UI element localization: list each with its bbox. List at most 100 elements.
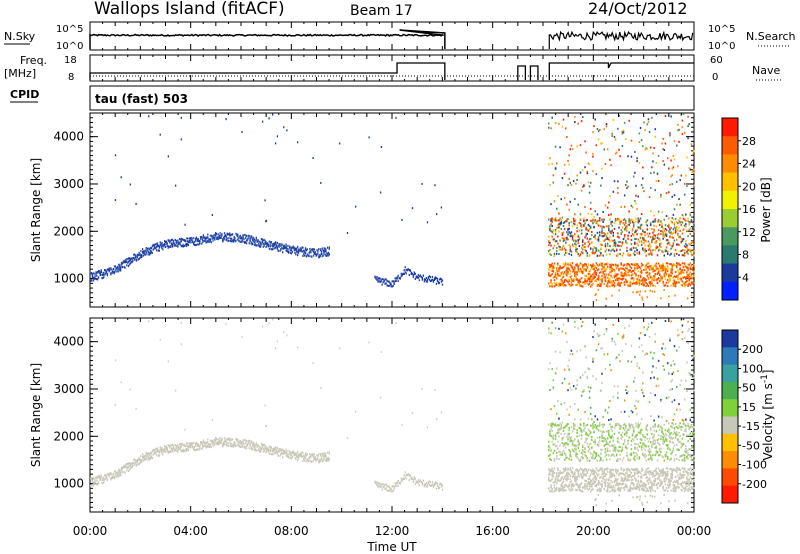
power-point-late: [390, 283, 392, 286]
velocity-point-night: [561, 441, 564, 444]
power-point-night: [560, 222, 562, 225]
velocity-point: [92, 477, 94, 480]
velocity-point: [267, 450, 270, 453]
power-point-night: [586, 232, 589, 235]
power-point-night: [689, 249, 692, 252]
power-point-night: [549, 268, 551, 271]
power-point-night: [629, 284, 632, 287]
velocity-point: [200, 447, 203, 450]
velocity-point-sparse: [339, 347, 341, 350]
velocity-point: [276, 451, 279, 454]
power-point-night: [604, 270, 607, 273]
power-point-night: [562, 240, 565, 243]
power-point-night: [551, 273, 553, 276]
power-point-night: [630, 282, 633, 285]
power-point-night: [606, 276, 609, 279]
power-point-night: [612, 240, 615, 243]
velocity-point-sparse: [434, 389, 436, 392]
power-point: [282, 243, 284, 246]
power-point-night: [574, 233, 576, 236]
velocity-point-night: [601, 382, 603, 385]
velocity-point-night: [594, 480, 596, 483]
power-point-sparse: [135, 202, 137, 205]
velocity-point-night: [600, 452, 602, 455]
power-point: [95, 271, 97, 274]
power-point-night: [606, 265, 609, 268]
power-point: [180, 245, 183, 248]
power-point: [319, 254, 322, 257]
velocity-point: [289, 451, 292, 454]
power-point-night: [661, 250, 663, 253]
power-point-night: [648, 272, 651, 275]
power-point-late: [387, 280, 389, 283]
velocity-point: [171, 443, 174, 446]
power-point: [218, 234, 220, 237]
velocity-point-night: [553, 449, 556, 452]
velocity-point-night: [549, 490, 551, 493]
velocity-point-night: [596, 474, 599, 477]
power-point-night: [555, 267, 558, 270]
velocity-point-night: [553, 490, 556, 493]
power-point-night: [627, 252, 629, 255]
power-point: [189, 241, 191, 244]
power-point-late: [405, 268, 407, 271]
power-point: [118, 267, 120, 270]
power-point-night: [562, 244, 565, 247]
power-point-night: [549, 252, 551, 255]
power-point-night: [659, 223, 661, 226]
power-point-night: [574, 218, 576, 221]
velocity-point: [277, 449, 279, 452]
velocity-point: [141, 460, 143, 463]
velocity-point-night: [566, 479, 568, 482]
power-point-night: [668, 225, 670, 228]
power-point-night: [640, 241, 643, 244]
power-point-night: [560, 219, 562, 222]
power-point-night: [644, 268, 646, 271]
power-point: [269, 245, 271, 248]
velocity-point-night: [604, 472, 607, 475]
velocity-point: [138, 459, 140, 462]
power-point-night: [657, 237, 660, 240]
velocity-point: [299, 454, 301, 457]
power-point: [107, 268, 109, 271]
velocity-point: [112, 475, 114, 478]
power-point-night: [651, 268, 653, 271]
power-point: [217, 238, 220, 241]
velocity-point: [173, 448, 175, 451]
power-point-night: [686, 229, 688, 232]
power-point-night: [595, 278, 598, 281]
power-point-night: [595, 144, 598, 147]
velocity-point: [269, 450, 271, 453]
power-point-night: [673, 279, 676, 282]
power-point-night: [639, 126, 642, 129]
velocity-point: [296, 452, 298, 455]
power-point-night: [562, 237, 565, 240]
power-point-night: [634, 282, 636, 285]
power-point-night: [646, 147, 649, 150]
power-point: [281, 246, 283, 249]
power-point-night: [691, 221, 694, 224]
power-point-night: [677, 275, 679, 278]
power-point-night: [691, 281, 694, 284]
power-point-night: [666, 225, 669, 228]
power-point: [277, 249, 279, 252]
power-point-night: [625, 220, 627, 223]
power-point-night: [691, 227, 694, 230]
velocity-point-night: [592, 454, 594, 457]
power-point-night: [592, 219, 594, 222]
velocity-point-night: [575, 387, 577, 390]
velocity-point: [169, 446, 171, 449]
power-point-night: [609, 245, 611, 248]
velocity-point-night: [597, 335, 600, 338]
power-point-night: [610, 279, 612, 282]
power-point-night: [645, 147, 647, 150]
velocity-point-night: [593, 431, 595, 434]
power-point-night: [679, 221, 681, 224]
velocity-point-night: [571, 475, 574, 478]
power-point-late: [382, 281, 384, 284]
velocity-point-late: [403, 478, 405, 481]
power-point-night: [552, 267, 555, 270]
velocity-point-night: [594, 452, 596, 455]
velocity-point-night: [596, 443, 599, 446]
power-point: [132, 259, 134, 262]
